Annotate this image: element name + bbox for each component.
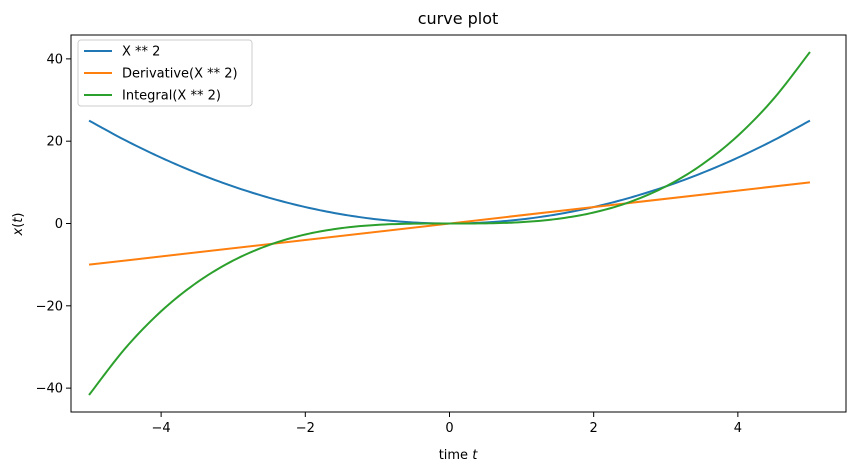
legend-label-1: X ** 2 bbox=[122, 45, 160, 60]
x-axis: −4 −2 0 2 4 bbox=[152, 412, 742, 436]
y-axis-label-main: x bbox=[11, 227, 26, 236]
y-tick-label: 20 bbox=[46, 135, 63, 150]
series-line-3 bbox=[88, 51, 811, 396]
x-axis-label: time t bbox=[439, 448, 479, 463]
y-tick-label: 0 bbox=[55, 217, 63, 232]
x-tick-label: −2 bbox=[296, 421, 315, 436]
y-tick-label: −40 bbox=[36, 382, 63, 397]
y-tick-label: −20 bbox=[36, 299, 63, 314]
x-tick-label: −4 bbox=[152, 421, 171, 436]
x-axis-label-prefix: time bbox=[439, 448, 473, 463]
y-axis-label-close: ) bbox=[11, 213, 26, 218]
y-axis-label: x(t) bbox=[11, 213, 26, 237]
y-axis-label-var: t bbox=[11, 217, 26, 223]
legend-label-2: Derivative(X ** 2) bbox=[122, 67, 238, 82]
chart-title: curve plot bbox=[418, 9, 499, 28]
x-tick-label: 2 bbox=[590, 421, 598, 436]
legend: X ** 2 Derivative(X ** 2) Integral(X ** 2) bbox=[77, 39, 253, 107]
y-axis: −40 −20 0 20 40 bbox=[36, 52, 71, 397]
x-axis-label-var: t bbox=[472, 448, 478, 463]
series-layer bbox=[88, 51, 811, 396]
legend-label-3: Integral(X ** 2) bbox=[122, 89, 221, 104]
y-tick-label: 40 bbox=[46, 52, 63, 67]
x-tick-label: 0 bbox=[445, 421, 453, 436]
x-tick-label: 4 bbox=[734, 421, 742, 436]
legend-box bbox=[77, 39, 253, 107]
y-axis-label-open: ( bbox=[11, 223, 26, 228]
